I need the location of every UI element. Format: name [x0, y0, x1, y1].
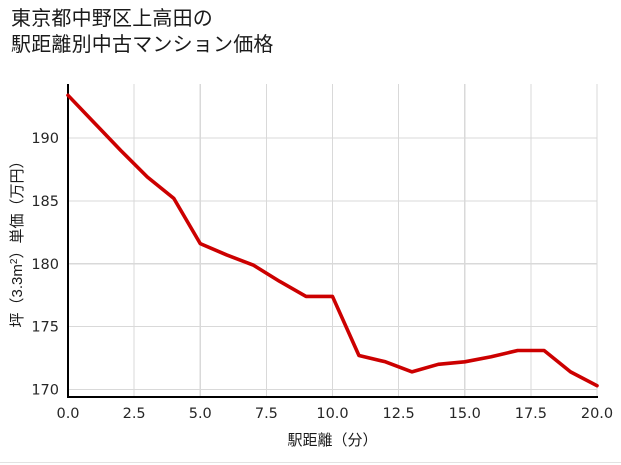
y-tick-label: 180 — [31, 257, 59, 273]
x-tick-labels: 0.0 2.5 5.0 7.5 10.0 12.5 15.0 17.5 20.0 — [56, 406, 613, 422]
x-tick-label: 17.5 — [515, 406, 547, 422]
y-tick-labels: 170 175 180 185 190 — [31, 131, 59, 398]
y-tick-label: 175 — [31, 320, 59, 336]
chart-title-line-1: 東京都中野区上高田の — [11, 8, 213, 30]
y-tick-label: 190 — [31, 131, 59, 147]
x-tick-label: 7.5 — [255, 406, 278, 422]
y-tick-label: 170 — [31, 382, 59, 398]
x-tick-label: 2.5 — [123, 406, 146, 422]
x-axis-title: 駅距離（分） — [287, 431, 377, 449]
x-tick-label: 0.0 — [56, 406, 79, 422]
chart-title: 東京都中野区上高田の 駅距離別中古マンション価格 — [11, 6, 274, 58]
x-tick-label: 20.0 — [581, 406, 613, 422]
y-tick-label: 185 — [31, 194, 59, 210]
x-tick-label: 15.0 — [449, 406, 481, 422]
price-trend-line — [66, 93, 599, 388]
chart-title-line-2: 駅距離別中古マンション価格 — [11, 34, 274, 56]
x-tick-label: 5.0 — [189, 406, 212, 422]
y-axis-title: 坪（3.3m2）単価（万円） — [9, 154, 27, 328]
figure-bottom-rule — [0, 462, 621, 463]
x-tick-label: 12.5 — [382, 406, 414, 422]
x-tick-label: 10.0 — [316, 406, 348, 422]
x-gridlines — [67, 84, 598, 397]
